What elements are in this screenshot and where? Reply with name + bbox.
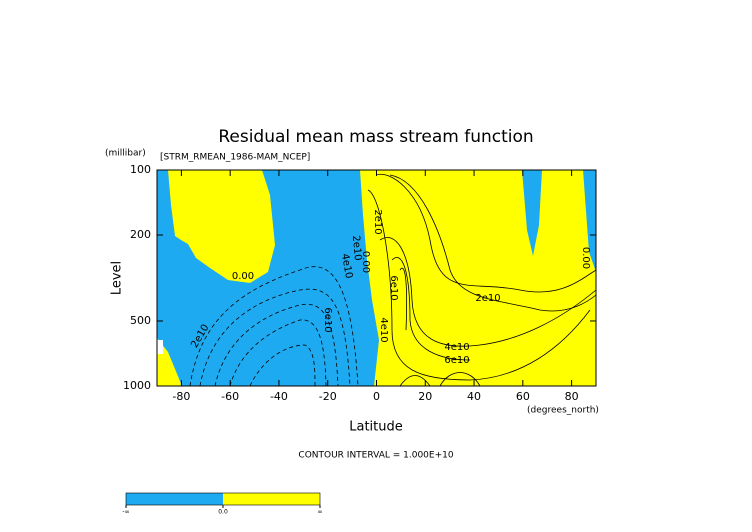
contour-label: 2e10 — [350, 235, 363, 261]
contour-label: 0.00 — [580, 247, 591, 269]
contour-label: 4e10 — [339, 253, 354, 280]
contour-label: 4e10 — [444, 342, 469, 353]
x-axis-label: Latitude — [349, 420, 403, 435]
contour-line — [214, 303, 339, 387]
x-tick-label: -60 — [221, 390, 239, 403]
contour-line — [399, 375, 431, 387]
contour-line — [189, 266, 359, 387]
negative-region — [583, 170, 596, 272]
y-tick-label: 1000 — [123, 379, 151, 392]
colorbar-label: 0.0 — [218, 509, 228, 516]
x-unit: (degrees_north) — [527, 406, 599, 416]
plot-area: 0.002e104e102e100.006e102e106e104e102e10… — [157, 170, 597, 387]
contour-interval: CONTOUR INTERVAL = 1.000E+10 — [298, 451, 453, 461]
y-axis-label: Level — [110, 261, 125, 295]
subtitle: [STRM_RMEAN_1986-MAM_NCEP] — [160, 153, 310, 163]
colorbar-label: ∞ — [318, 509, 323, 516]
positive-region — [157, 348, 180, 386]
colorbar-segment — [223, 493, 320, 505]
contour-label: 2e10 — [372, 209, 383, 234]
contour-line — [389, 174, 597, 312]
contour-line — [229, 319, 327, 387]
y-tick-label: 500 — [130, 314, 151, 327]
chart-title: Residual mean mass stream function — [218, 127, 533, 147]
contour-label: 6e10 — [322, 307, 333, 332]
y-tick-label: 200 — [130, 228, 151, 241]
colorbar-segment — [126, 493, 223, 505]
contour-line — [199, 288, 351, 387]
negative-region — [522, 170, 542, 256]
x-tick-label: 20 — [418, 390, 432, 403]
x-tick-label: -20 — [319, 390, 337, 403]
x-tick-label: 80 — [565, 390, 579, 403]
contour-line — [399, 267, 408, 331]
contour-line — [375, 173, 597, 293]
contour-line — [249, 344, 316, 387]
x-tick-label: 0 — [373, 390, 380, 403]
contour-label: 4e10 — [378, 317, 389, 342]
x-tick-label: -80 — [172, 390, 190, 403]
y-tick-label: 100 — [130, 163, 151, 176]
positive-region — [168, 170, 275, 283]
contour-label: 6e10 — [388, 275, 399, 300]
contour-label: 0.00 — [232, 271, 254, 282]
contour-line — [379, 237, 597, 347]
contour-line — [439, 372, 481, 387]
contour-label: 2e10 — [475, 293, 500, 304]
contour-label: 6e10 — [444, 355, 469, 366]
colorbar-label: -∞ — [122, 509, 129, 516]
x-tick-label: 60 — [516, 390, 530, 403]
contour-line — [391, 257, 471, 361]
y-unit: (millibar) — [105, 149, 146, 159]
contour-label: 0.00 — [360, 251, 371, 273]
contour-line — [367, 189, 591, 381]
missing-region — [157, 340, 163, 354]
x-tick-label: 40 — [467, 390, 481, 403]
x-tick-label: -40 — [270, 390, 288, 403]
